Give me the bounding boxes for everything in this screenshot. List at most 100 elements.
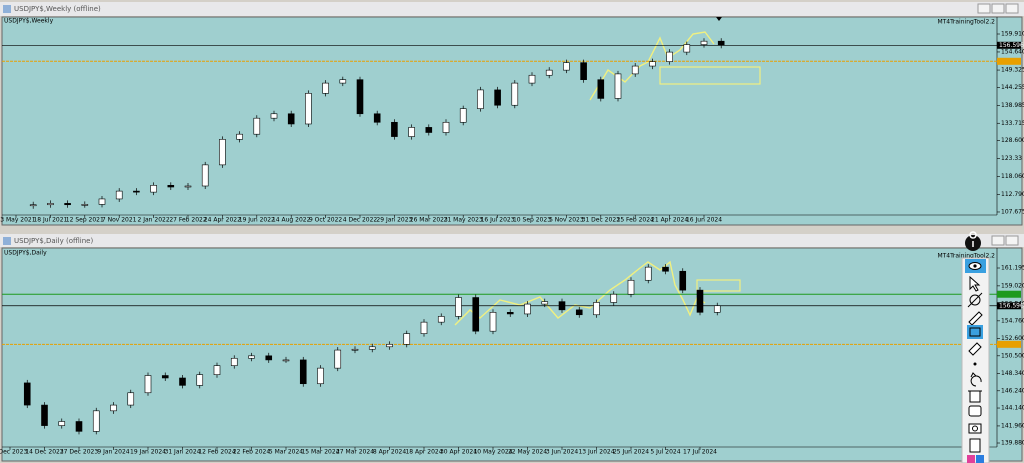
x-tick-label: 27 Feb 2022 (169, 217, 207, 224)
x-tick-label: 16 Jun 2024 (686, 217, 722, 224)
shift-marker (716, 17, 722, 21)
x-tick-label: 5 Nov 2023 (549, 217, 584, 224)
candle-body (541, 301, 549, 305)
candle-body (47, 203, 54, 206)
y-tick-label: 141.960 (1001, 422, 1024, 429)
candle-body (528, 74, 536, 84)
x-tick-label: 27 Mar 2024 (336, 449, 374, 456)
candle-body (717, 40, 725, 46)
tool-cursor[interactable] (969, 275, 981, 292)
candle-body (110, 404, 117, 412)
candle-body (29, 204, 37, 207)
candle-body (161, 375, 169, 379)
candle-body (133, 190, 140, 193)
candle-body (184, 185, 192, 188)
level-tag (997, 57, 1021, 65)
candle-body (442, 121, 450, 133)
x-tick-label: 10 Sep 2023 (513, 217, 551, 224)
tool-screenshot[interactable] (968, 423, 982, 434)
candle-body (662, 266, 669, 272)
candle-body (253, 117, 261, 135)
restore-button[interactable] (991, 235, 1005, 246)
x-tick-label: 30 Apr 2024 (440, 449, 477, 456)
x-tick-label: 5 Mar 2024 (269, 449, 303, 456)
y-tick-label: 146.240 (1001, 387, 1024, 394)
candle-body (127, 392, 135, 406)
title-bar[interactable] (0, 234, 1024, 247)
indicator-label: MT4TrainingTool2.2 (937, 19, 995, 26)
x-tick-label: 8 Apr 2024 (373, 449, 406, 456)
indicator-label: MT4TrainingTool2.2 (937, 253, 995, 260)
candle-body (23, 382, 31, 406)
x-tick-label: 16 Jul 2023 (481, 217, 515, 224)
tool-pencil[interactable] (968, 311, 983, 326)
x-tick-label: 14 Dec 2023 (25, 449, 64, 456)
candle-body (265, 355, 273, 361)
x-tick-label: 4 Dec 2022 (343, 217, 378, 224)
tool-eraser[interactable] (968, 342, 982, 356)
tool-delete[interactable] (969, 390, 981, 403)
candle-body (666, 51, 673, 62)
candle-body (563, 62, 570, 71)
tool-undo[interactable] (970, 372, 982, 387)
x-tick-label: 17 Jul 2024 (683, 449, 717, 456)
minimize-button[interactable] (977, 3, 991, 14)
candle-body (472, 297, 480, 332)
x-tick-label: 10 May 2024 (473, 449, 512, 456)
x-tick-label: 24 Apr 2022 (204, 217, 241, 224)
candle-body (494, 89, 501, 106)
candle-body (201, 164, 209, 187)
candle-body (115, 190, 123, 200)
window-icon (3, 237, 11, 245)
tool-dot[interactable] (973, 362, 977, 366)
color-swatch[interactable] (967, 455, 975, 463)
color-swatch[interactable] (976, 455, 984, 463)
chart-area[interactable] (1, 247, 1023, 462)
candle-body (477, 89, 484, 109)
camera-lens (972, 425, 978, 432)
candle-body (81, 204, 89, 206)
candle-body (334, 349, 342, 369)
x-tick-label: 9 Oct 2022 (309, 217, 342, 224)
price-tag (997, 302, 1021, 310)
x-tick-label: 5 Dec 2023 (0, 449, 27, 456)
chart-area[interactable] (1, 16, 1023, 226)
candle-body (41, 404, 48, 426)
candle-body (455, 297, 462, 317)
candle-body (506, 312, 514, 315)
restore-button[interactable] (991, 3, 1005, 14)
candle-body (179, 377, 186, 386)
tool-rectangle-active[interactable] (967, 325, 983, 339)
plots: 159.910 154.640 149.325 144.255 138.985 133.7… (0, 31, 1024, 456)
candle-body (597, 79, 605, 99)
x-tick-label: 25 Jun 2024 (613, 449, 649, 456)
candle-body (425, 127, 433, 133)
x-tick-label: 29 Jan 2023 (376, 217, 412, 224)
candle-body (92, 410, 100, 432)
window-title: USDJPY$,Daily (offline) (14, 237, 93, 245)
symbol-label: USDJPY$,Weekly (4, 18, 54, 25)
candle-body (368, 346, 376, 350)
candle-body (391, 121, 398, 137)
candle-body (700, 40, 708, 45)
zigzag (454, 260, 706, 326)
tool-notes[interactable] (969, 438, 981, 453)
candle-body (282, 359, 290, 362)
close-button[interactable] (1005, 3, 1019, 14)
crosshair-slash (967, 292, 983, 308)
title-bar[interactable] (0, 2, 1024, 16)
candle-body (558, 301, 566, 311)
toolbar (961, 231, 990, 463)
y-tick-label: 150.500 (1001, 352, 1024, 359)
candle-body (230, 357, 238, 366)
candle-body (236, 133, 243, 140)
x-tick-label: 7 Nov 2021 (102, 217, 137, 224)
y-tick-label: 138.985 (1001, 102, 1024, 109)
tool-crosshair[interactable] (969, 294, 981, 306)
tool-template[interactable] (968, 405, 982, 417)
close-button[interactable] (1005, 235, 1019, 246)
candle-body (437, 316, 445, 323)
y-tick-label: 154.640 (1001, 48, 1024, 55)
y-tick-label: 161.195 (1001, 265, 1024, 272)
